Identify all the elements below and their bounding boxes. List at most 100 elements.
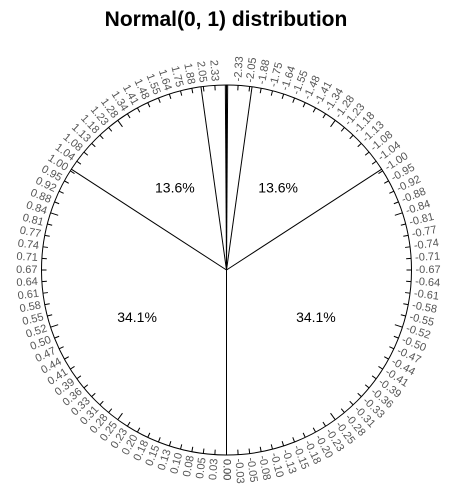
circle-tick	[322, 113, 327, 119]
circle-tick	[191, 88, 194, 94]
tick-label: 0.64	[16, 276, 38, 289]
circle-tick	[42, 246, 48, 248]
circle-tick	[292, 437, 296, 443]
circle-tick	[157, 437, 161, 443]
circle-tick	[340, 408, 345, 413]
tick-label: -0.61	[413, 288, 439, 303]
circle-tick	[180, 90, 183, 96]
pie-plot: 0.000.030.050.080.100.130.150.180.200.23…	[16, 56, 441, 484]
tick-label: -0.77	[411, 224, 438, 240]
circle-tick	[58, 346, 64, 350]
sector-boundary	[226, 168, 382, 271]
circle-tick	[400, 223, 406, 226]
circle-tick	[357, 142, 362, 148]
circle-tick	[64, 356, 70, 360]
tick-label: 0.05	[194, 457, 209, 480]
circle-tick	[383, 356, 389, 360]
circle-tick	[99, 400, 104, 406]
tick-label: 0.08	[181, 455, 197, 478]
circle-tick	[378, 170, 383, 174]
tick-label: -2.33	[232, 56, 246, 82]
circle-tick	[76, 375, 82, 380]
tick-label: -0.67	[416, 264, 441, 276]
circle-tick	[126, 421, 131, 427]
circle-tick	[393, 335, 399, 339]
circle-tick	[364, 384, 370, 389]
circle-tick	[99, 134, 104, 140]
circle-tick	[147, 432, 151, 438]
circle-tick	[393, 201, 399, 205]
circle-tick	[91, 142, 96, 148]
tick-label: 1.75	[168, 65, 185, 89]
tick-label: 1.88	[181, 62, 197, 85]
tick-label: -0.58	[411, 299, 438, 315]
circle-tick	[50, 212, 59, 216]
circle-tick	[371, 375, 377, 380]
circle-tick	[76, 160, 82, 165]
circle-tick	[383, 180, 389, 184]
circle-tick	[136, 107, 141, 113]
sector-boundary	[226, 86, 253, 271]
circle-tick	[202, 86, 205, 92]
circle-tick	[136, 427, 141, 433]
circle-tick	[42, 292, 48, 294]
circle-tick	[292, 97, 296, 103]
tick-label: 2.33	[207, 60, 220, 82]
circle-tick	[349, 400, 354, 406]
tick-label: 0.74	[17, 238, 40, 253]
circle-tick	[389, 346, 395, 350]
tick-label: 0.61	[17, 288, 40, 303]
tick-label: 0.67	[16, 264, 37, 276]
tick-label: 0.00	[221, 459, 233, 480]
circle-tick	[202, 448, 205, 454]
tick-label: -0.08	[256, 455, 272, 482]
circle-tick	[54, 335, 60, 339]
circle-tick	[281, 441, 285, 447]
circle-tick	[126, 113, 131, 119]
tick-label: 2.05	[194, 60, 209, 83]
circle-tick	[180, 444, 183, 450]
circle-tick	[403, 234, 409, 237]
circle-tick	[47, 223, 53, 226]
tick-label: 0.10	[168, 452, 185, 476]
circle-tick	[54, 201, 60, 205]
circle-tick	[281, 93, 285, 99]
tick-label: -0.71	[415, 250, 441, 264]
tick-label: 0.71	[16, 251, 38, 264]
circle-tick	[47, 314, 53, 317]
tick-label: -0.74	[413, 237, 439, 252]
circle-tick	[330, 412, 336, 420]
circle-tick	[394, 324, 403, 328]
circle-tick	[270, 90, 273, 96]
circle-tick	[83, 151, 89, 156]
tick-label: 0.00	[221, 459, 233, 480]
circle-tick	[322, 421, 327, 427]
circle-tick	[168, 441, 172, 447]
circle-tick	[405, 292, 411, 294]
tick-label: -0.03	[232, 458, 246, 484]
chart-title: Normal(0, 1) distribution	[105, 8, 348, 31]
circle-tick	[191, 446, 194, 452]
circle-tick	[349, 134, 354, 140]
circle-tick	[302, 432, 306, 438]
slice-label: 13.6%	[258, 180, 298, 196]
circle-tick	[117, 412, 123, 420]
circle-tick	[248, 448, 251, 454]
circle-tick	[83, 384, 89, 389]
tick-label: -0.05	[244, 457, 259, 483]
circle-tick	[44, 303, 50, 306]
circle-tick	[259, 88, 262, 94]
circle-tick	[364, 151, 370, 156]
circle-tick	[403, 303, 409, 306]
slice-label: 13.6%	[155, 180, 195, 196]
tick-label: 0.81	[21, 212, 45, 229]
circle-tick	[44, 234, 50, 237]
circle-tick	[117, 120, 123, 128]
circle-tick	[108, 408, 113, 413]
slice-label: 34.1%	[117, 309, 157, 325]
circle-tick	[168, 93, 172, 99]
tick-label: 0.58	[19, 299, 42, 315]
sector-boundary	[200, 86, 227, 271]
circle-tick	[270, 444, 273, 450]
